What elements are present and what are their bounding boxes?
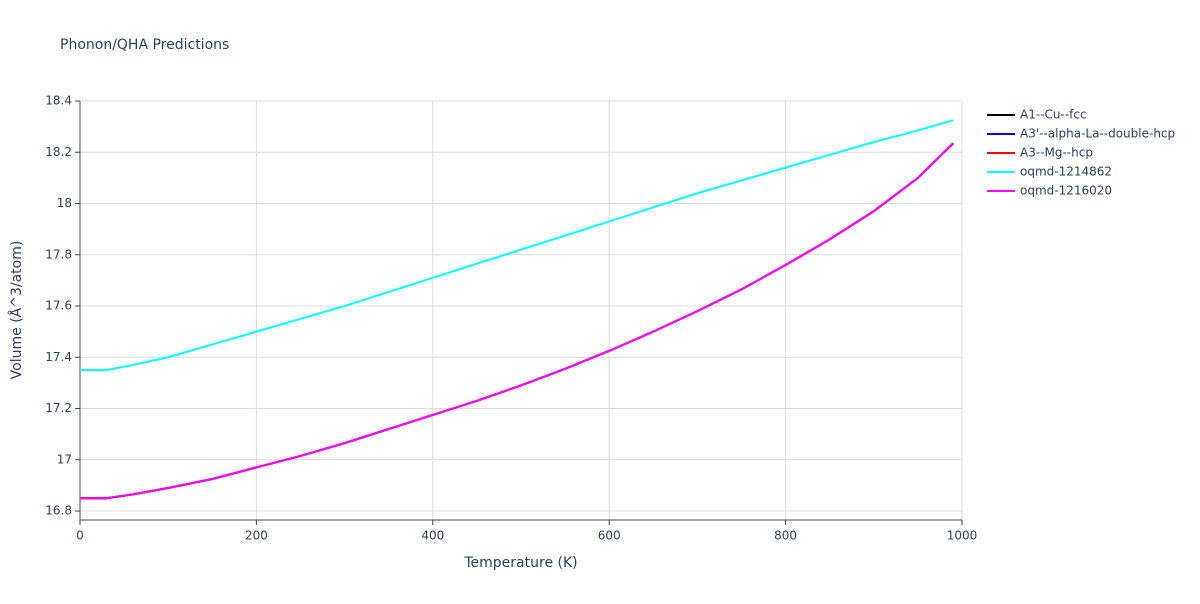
x-tick-label: 1000: [947, 529, 978, 543]
series-line: [80, 142, 954, 500]
y-tick-label: 17.4: [45, 350, 72, 364]
y-tick-label: 17.6: [45, 299, 72, 313]
y-tick-label: 18: [57, 196, 72, 210]
legend-label: A1--Cu--fcc: [1020, 108, 1087, 122]
series-line: [80, 142, 954, 500]
series-line: [80, 119, 954, 372]
y-tick-label: 17.8: [45, 247, 72, 261]
legend-label: oqmd-1216020: [1020, 184, 1112, 198]
y-tick-label: 18.2: [45, 145, 72, 159]
legend-label: A3--Mg--hcp: [1020, 146, 1093, 160]
legend-label: oqmd-1214862: [1020, 165, 1112, 179]
chart-title: Phonon/QHA Predictions: [60, 37, 229, 53]
y-tick-label: 16.8: [45, 504, 72, 518]
x-tick-label: 200: [245, 529, 268, 543]
legend-label: A3'--alpha-La--double-hcp: [1020, 127, 1175, 141]
x-axis-title: Temperature (K): [463, 555, 577, 571]
x-tick-label: 400: [421, 529, 444, 543]
series-line: [80, 142, 954, 500]
y-tick-label: 17: [57, 452, 72, 466]
series-line: [80, 142, 954, 500]
x-tick-label: 600: [598, 529, 621, 543]
y-tick-label: 17.2: [45, 401, 72, 415]
y-tick-label: 18.4: [45, 94, 72, 108]
x-tick-label: 0: [76, 529, 84, 543]
y-axis-title: Volume (Å^3/atom): [8, 241, 25, 380]
x-tick-label: 800: [774, 529, 797, 543]
